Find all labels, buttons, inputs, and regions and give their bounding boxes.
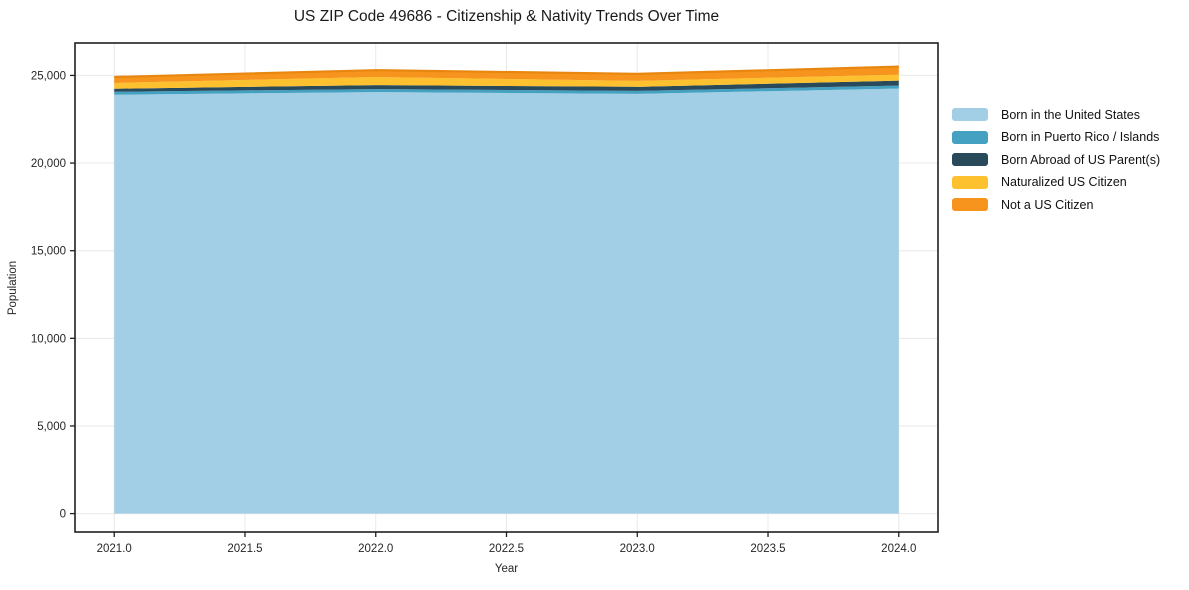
legend-swatch [952,130,988,144]
x-tick-label: 2021.0 [97,543,132,555]
legend-item: Not a US Citizen [952,196,1160,213]
legend-swatch [952,153,988,166]
x-tick-label: 2021.5 [227,543,262,555]
legend-item: Born Abroad of US Parent(s) [952,151,1160,168]
legend-swatch [952,175,988,189]
area-series-2 [114,80,899,92]
area-series-3 [114,74,899,89]
legend-label: Born in the United States [1001,107,1140,122]
legend-label: Born in Puerto Rico / Islands [1001,130,1160,144]
y-tick-label: 15,000 [31,246,66,258]
legend-item: Born in the United States [952,106,1160,123]
y-tick-label: 20,000 [31,158,66,170]
legend-swatch [952,198,988,211]
chart-title: US ZIP Code 49686 - Citizenship & Nativi… [293,8,720,25]
area-series-1 [114,85,899,95]
y-tick-label: 0 [60,509,66,521]
legend: Born in the United States Born in Puerto … [952,106,1160,219]
y-axis-label: Population [7,260,19,316]
legend-item: Naturalized US Citizen [952,174,1160,191]
y-tick-label: 25,000 [31,70,66,82]
x-tick-label: 2024.0 [881,543,916,555]
x-tick-label: 2022.0 [358,543,393,555]
y-tick-label: 5,000 [37,421,66,433]
x-tick-label: 2022.5 [489,543,524,555]
legend-label: Born Abroad of US Parent(s) [1001,152,1161,167]
legend-swatch [952,108,988,121]
legend-item: Born in Puerto Rico / Islands [952,129,1160,146]
y-tick-label: 10,000 [31,333,66,345]
legend-label: Naturalized US Citizen [1001,175,1127,189]
area-series-0 [114,88,899,514]
area-series-4 [114,66,899,83]
x-tick-label: 2023.0 [620,543,655,555]
x-tick-label: 2023.5 [750,543,785,555]
stack-outline [114,65,899,79]
x-axis-label: Year [494,563,519,575]
legend-label: Not a US Citizen [1001,197,1094,212]
